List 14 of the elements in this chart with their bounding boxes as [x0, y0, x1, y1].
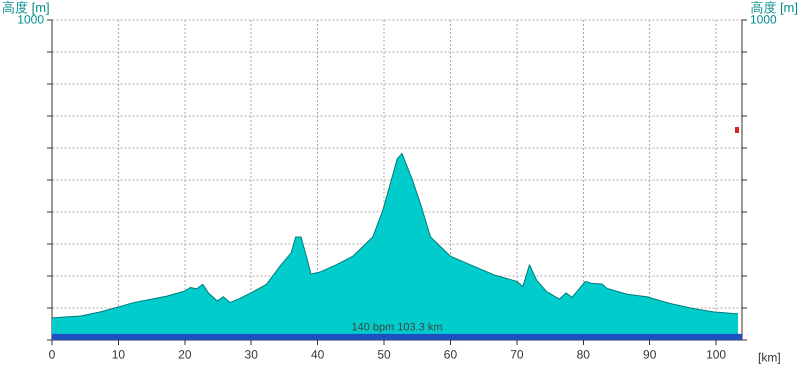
x-tick-label: 60 — [444, 348, 458, 362]
x-tick-label: 50 — [377, 348, 392, 362]
x-tick-label: 20 — [178, 348, 192, 362]
x-tick-label: 0 — [48, 348, 56, 362]
x-axis-title: [km] — [758, 350, 781, 364]
x-tick-label: 70 — [510, 348, 524, 362]
y2-axis-title: 高度 [m] — [750, 0, 798, 16]
x-tick-label: 90 — [643, 348, 657, 362]
x-tick-label: 10 — [112, 348, 126, 362]
x-tick-label: 100 — [706, 348, 726, 362]
band-label: 140 bpm 103.3 km — [351, 321, 443, 334]
x-tick-label: 30 — [244, 348, 258, 362]
x-tick-label: 40 — [310, 348, 325, 362]
x-tick-label: 80 — [576, 348, 590, 362]
